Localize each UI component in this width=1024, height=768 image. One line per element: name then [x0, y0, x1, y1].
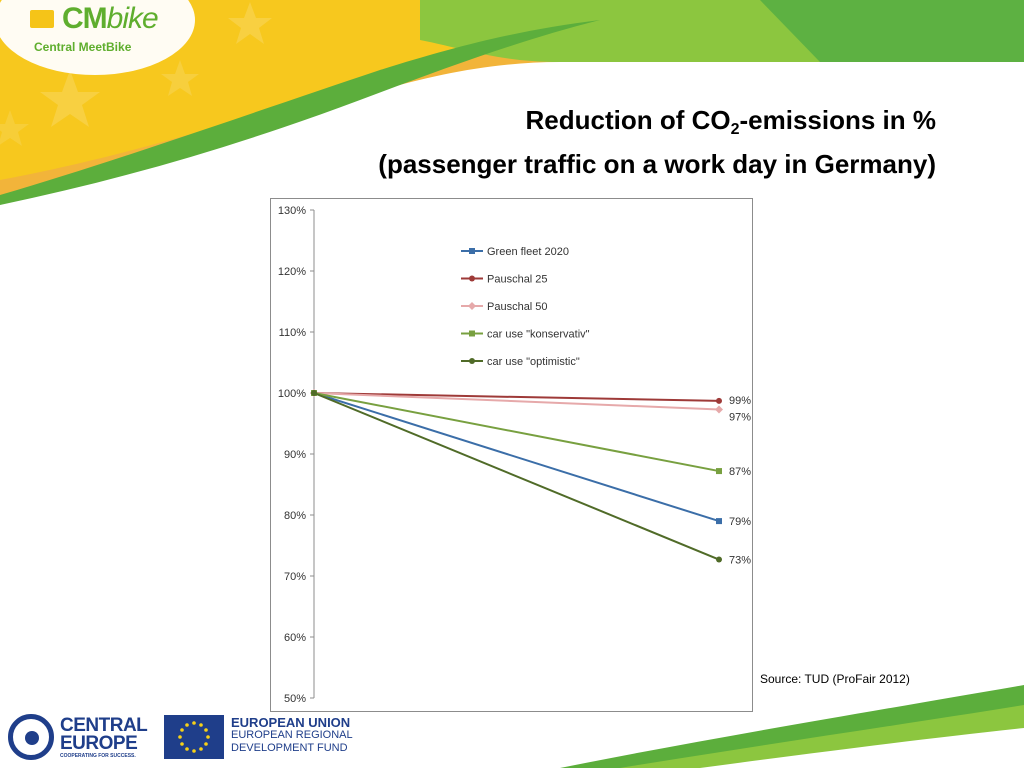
legend-marker: [468, 302, 476, 310]
y-tick-label: 80%: [284, 510, 306, 522]
y-tick-label: 60%: [284, 632, 306, 644]
legend-entry: Pauschal 25: [487, 274, 548, 286]
data-label: 79%: [729, 516, 751, 528]
data-label: 73%: [729, 555, 751, 567]
eu-line-1: EUROPEAN UNION: [231, 715, 351, 730]
eu-flag-icon: [164, 715, 224, 759]
chart-frame: 50% 60% 70% 80% 90% 100% 110% 120% 130% 79% 99% 97%…: [270, 198, 753, 712]
series-line: [313, 392, 720, 523]
data-point: [716, 468, 722, 475]
title-line-1: Reduction of CO2-emissions in %: [525, 105, 937, 138]
legend-marker: [469, 248, 475, 254]
eu-text-block: EUROPEAN UNION EUROPEAN REGIONAL DEVELOP…: [231, 716, 353, 755]
slide-title: Reduction of CO2-emissions in % (passeng…: [378, 98, 936, 186]
central-europe-logo: CENTRAL EUROPE COOPERATING FOR SUCCESS.: [8, 714, 153, 760]
ce-word-central: CENTRAL: [60, 715, 148, 736]
legend-entry: car use "optimistic": [487, 356, 580, 368]
series-line: [313, 392, 720, 402]
y-tick-label: 70%: [284, 571, 306, 583]
line-chart: 50% 60% 70% 80% 90% 100% 110% 120% 130% 79% 99% 97%…: [278, 205, 751, 705]
series-line: [313, 392, 720, 473]
y-tick-label: 50%: [284, 693, 306, 705]
legend-marker: [469, 358, 475, 364]
cmbike-logo: CMbike Central MeetBike: [30, 2, 180, 62]
data-label: 97%: [729, 411, 751, 423]
data-label: 87%: [729, 466, 751, 478]
y-tick-label: 130%: [278, 205, 306, 217]
source-note: Source: TUD (ProFair 2012): [760, 672, 910, 686]
legend-marker: [469, 330, 475, 337]
logo-brand-cm: CM: [62, 2, 108, 35]
legend-marker: [469, 275, 475, 282]
data-point: [716, 397, 722, 404]
y-tick-label: 100%: [278, 388, 306, 400]
data-point: [311, 390, 317, 396]
y-tick-label: 90%: [284, 449, 306, 461]
series-line: [313, 392, 720, 411]
data-label: 99%: [729, 395, 751, 407]
legend-entry: Green fleet 2020: [487, 246, 569, 258]
title-line-2: (passenger traffic on a work day in Germ…: [378, 149, 936, 179]
ce-tagline: COOPERATING FOR SUCCESS.: [60, 753, 136, 759]
series-line: [313, 392, 720, 561]
data-point: [715, 405, 723, 414]
data-point: [716, 518, 722, 525]
data-point: [716, 556, 722, 563]
logo-brand-bike: bike: [106, 2, 159, 35]
central-europe-emblem-icon: [8, 714, 54, 760]
legend-entry: car use "konservativ": [487, 329, 590, 341]
eu-line-3: DEVELOPMENT FUND: [231, 742, 348, 754]
logo-box-icon: [30, 10, 54, 28]
y-tick-label: 120%: [278, 266, 306, 278]
logo-subtitle: Central MeetBike: [34, 40, 132, 54]
ce-word-europe: EUROPE: [60, 733, 138, 754]
y-tick-label: 110%: [279, 327, 307, 339]
legend-entry: Pauschal 50: [487, 301, 548, 313]
eu-line-2: EUROPEAN REGIONAL: [231, 729, 353, 741]
